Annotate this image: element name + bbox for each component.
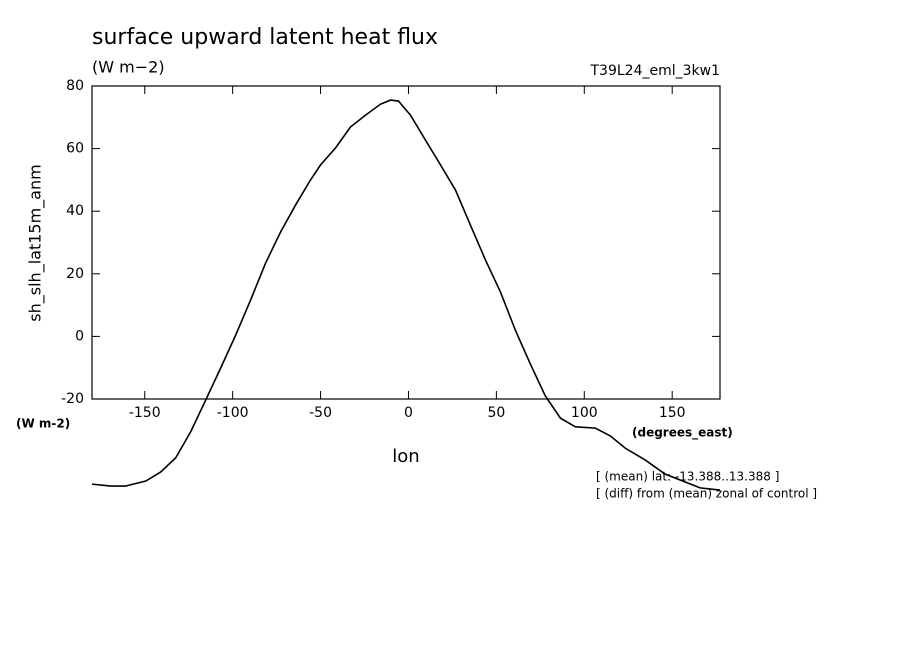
y-axis-label: sh_slh_lat15m_anm xyxy=(26,164,46,321)
y-tick-label: 20 xyxy=(66,266,84,282)
dataset-label: T39L24_eml_3kw1 xyxy=(590,63,721,79)
x-tick-label: -100 xyxy=(217,405,249,421)
x-axis-label: lon xyxy=(392,446,419,467)
y-tick-label: 60 xyxy=(66,141,84,157)
y-tick-label: 80 xyxy=(66,78,84,94)
y-tick-label: 0 xyxy=(75,328,84,344)
chart-title: surface upward latent heat flux xyxy=(92,25,438,50)
annotation: [ (mean) lat: -13.388..13.388 ] xyxy=(596,470,779,484)
x-units: (degrees_east) xyxy=(632,426,733,441)
x-tick-label: -150 xyxy=(129,405,161,421)
chart-subtitle: (W m−2) xyxy=(92,58,165,77)
x-tick-label: 0 xyxy=(404,405,413,421)
data-line xyxy=(91,99,721,491)
y-tick-label: -20 xyxy=(61,391,84,407)
plot-frame xyxy=(91,85,721,400)
annotation: [ (diff) from (mean) zonal of control ] xyxy=(596,487,817,501)
y-tick-label: 40 xyxy=(66,203,84,219)
y-units: (W m-2) xyxy=(16,417,70,431)
x-tick-label: 50 xyxy=(487,405,505,421)
x-tick-label: 100 xyxy=(571,405,598,421)
x-tick-label: -50 xyxy=(309,405,332,421)
x-tick-label: 150 xyxy=(659,405,686,421)
